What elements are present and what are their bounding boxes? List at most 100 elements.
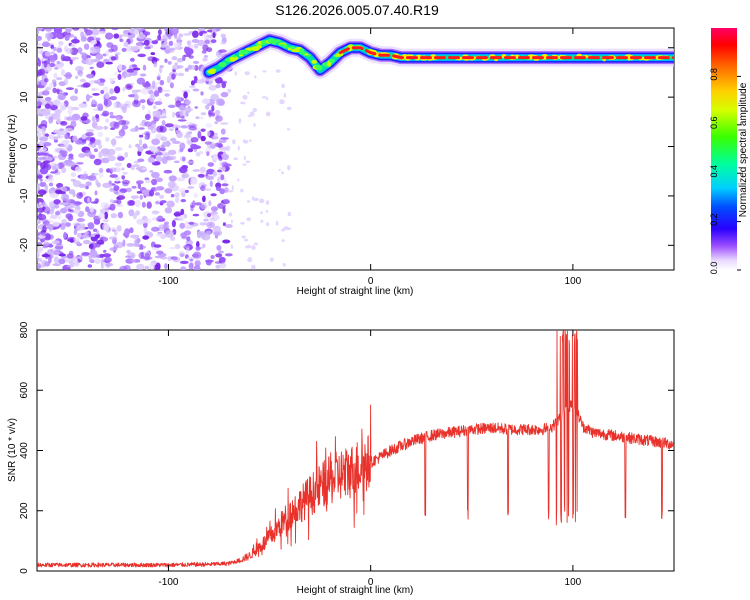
colorbar-tick-label: 0.8 bbox=[709, 68, 719, 81]
noise-blob bbox=[156, 76, 161, 81]
noise-blob bbox=[77, 47, 83, 53]
noise-blob bbox=[225, 145, 231, 152]
noise-blob bbox=[72, 180, 82, 188]
noise-blob bbox=[48, 175, 53, 181]
noise-blob bbox=[48, 255, 52, 264]
noise-blob bbox=[179, 109, 184, 117]
noise-blob bbox=[281, 83, 285, 89]
noise-blob bbox=[52, 251, 61, 256]
noise-blob bbox=[72, 135, 78, 142]
noise-blob bbox=[138, 134, 144, 138]
noise-blob bbox=[115, 116, 121, 121]
noise-blob bbox=[219, 139, 225, 143]
noise-blob bbox=[111, 227, 116, 230]
x-tick-label: -100 bbox=[158, 577, 178, 588]
noise-blob bbox=[192, 169, 201, 172]
noise-blob bbox=[90, 40, 97, 45]
noise-blob bbox=[162, 112, 166, 116]
noise-blob bbox=[37, 251, 40, 258]
noise-blob bbox=[38, 152, 47, 156]
noise-blob bbox=[194, 202, 203, 206]
noise-blob bbox=[173, 256, 178, 261]
noise-blob bbox=[88, 143, 95, 147]
noise-blob bbox=[80, 173, 89, 181]
noise-blob bbox=[39, 178, 43, 182]
noise-blob bbox=[97, 106, 104, 112]
noise-blob bbox=[163, 223, 170, 230]
noise-blob bbox=[205, 104, 210, 110]
noise-blob bbox=[73, 238, 80, 242]
noise-blob bbox=[60, 121, 66, 124]
noise-blob bbox=[89, 66, 94, 70]
noise-blob bbox=[70, 57, 79, 60]
noise-blob bbox=[215, 253, 223, 258]
signal-peak-blob bbox=[311, 59, 318, 64]
noise-blob bbox=[212, 32, 216, 39]
noise-blob bbox=[189, 44, 194, 49]
noise-blob bbox=[102, 253, 112, 258]
noise-blob bbox=[254, 75, 257, 79]
noise-blob bbox=[119, 188, 128, 194]
noise-blob bbox=[137, 33, 147, 39]
noise-blob bbox=[48, 182, 54, 187]
noise-blob bbox=[105, 61, 113, 65]
noise-blob bbox=[142, 82, 151, 88]
noise-blob bbox=[37, 213, 47, 221]
noise-blob bbox=[85, 176, 93, 180]
noise-blob bbox=[169, 82, 174, 89]
noise-blob bbox=[135, 210, 141, 216]
noise-blob bbox=[233, 157, 239, 161]
noise-blob bbox=[177, 72, 185, 77]
noise-blob bbox=[210, 193, 217, 197]
noise-blob bbox=[179, 148, 184, 153]
noise-blob bbox=[196, 79, 205, 84]
y-tick-label: 20 bbox=[19, 42, 30, 54]
noise-blob bbox=[65, 105, 73, 109]
noise-blob bbox=[81, 252, 90, 257]
noise-blob bbox=[131, 185, 137, 189]
noise-blob bbox=[215, 83, 221, 89]
noise-blob bbox=[86, 95, 93, 99]
noise-blob bbox=[37, 207, 45, 213]
noise-blob bbox=[251, 264, 256, 270]
noise-blob bbox=[69, 95, 79, 101]
noise-blob bbox=[109, 111, 114, 116]
noise-blob bbox=[78, 153, 86, 158]
signal-peak-blob bbox=[238, 49, 247, 55]
noise-blob bbox=[100, 89, 105, 95]
noise-blob bbox=[265, 209, 269, 213]
spectrogram-signal-band bbox=[199, 31, 674, 82]
noise-blob bbox=[286, 106, 292, 111]
noise-blob bbox=[39, 139, 44, 148]
noise-blob bbox=[110, 138, 117, 146]
noise-blob bbox=[73, 209, 80, 214]
noise-blob bbox=[151, 171, 160, 179]
noise-blob bbox=[54, 67, 59, 70]
noise-blob bbox=[58, 253, 66, 257]
noise-blob bbox=[37, 30, 40, 35]
noise-blob bbox=[41, 260, 48, 267]
noise-blob bbox=[110, 127, 116, 130]
noise-blob bbox=[42, 225, 47, 233]
noise-blob bbox=[65, 213, 73, 220]
noise-blob bbox=[37, 157, 45, 161]
noise-blob bbox=[43, 241, 50, 247]
noise-blob bbox=[242, 95, 248, 100]
noise-blob bbox=[242, 163, 247, 166]
noise-blob bbox=[164, 230, 174, 238]
noise-blob bbox=[76, 233, 82, 238]
noise-blob bbox=[237, 145, 240, 151]
noise-blob bbox=[124, 151, 129, 158]
noise-blob bbox=[43, 60, 48, 68]
noise-blob bbox=[214, 121, 218, 125]
noise-blob bbox=[214, 109, 221, 116]
noise-blob bbox=[90, 48, 97, 55]
noise-blob bbox=[156, 186, 165, 191]
noise-blob bbox=[89, 154, 96, 159]
noise-blob bbox=[89, 80, 95, 85]
noise-blob bbox=[187, 257, 196, 260]
noise-blob bbox=[87, 222, 95, 230]
noise-blob bbox=[56, 88, 60, 95]
noise-blob bbox=[114, 162, 123, 167]
noise-blob bbox=[202, 243, 206, 248]
